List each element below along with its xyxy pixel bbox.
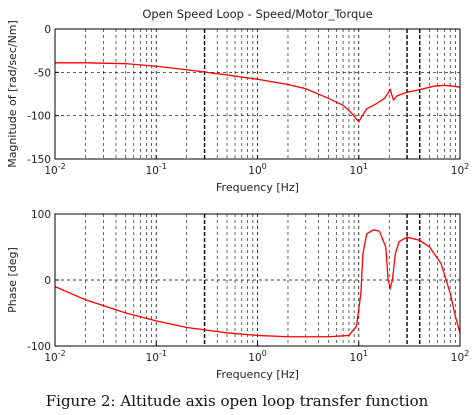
series-line — [54, 229, 461, 338]
series-line — [55, 62, 461, 123]
x-tick-label: 100 — [248, 162, 266, 177]
x-tick-label: 10-2 — [44, 162, 65, 177]
x-tick-label: 102 — [451, 349, 469, 364]
y-tick-label: -100 — [27, 341, 51, 353]
y-tick-label: 0 — [44, 24, 51, 36]
x-tick-label: 10-1 — [146, 162, 167, 177]
x-tick-label: 100 — [248, 349, 266, 364]
x-axis-label: Frequency [Hz] — [216, 368, 299, 381]
figure-caption: Figure 2: Altitude axis open loop transf… — [45, 392, 429, 410]
y-tick-label: 0 — [44, 275, 51, 287]
y-tick-label: 100 — [31, 209, 51, 221]
y-axis-label: Magnitude of [rad/sec/Nm] — [6, 20, 19, 168]
y-tick-label: -100 — [27, 111, 51, 123]
y-axis-label: Phase [deg] — [6, 247, 19, 313]
x-axis-label: Frequency [Hz] — [216, 181, 299, 194]
x-tick-label: 10-1 — [146, 349, 167, 364]
y-tick-label: -150 — [27, 154, 51, 166]
x-tick-label: 101 — [350, 162, 368, 177]
x-tick-label: 10-2 — [44, 349, 65, 364]
y-tick-label: -50 — [34, 67, 51, 79]
x-tick-label: 102 — [451, 162, 469, 177]
x-tick-label: 101 — [350, 349, 368, 364]
chart-title: Open Speed Loop - Speed/Motor_Torque — [142, 7, 372, 21]
